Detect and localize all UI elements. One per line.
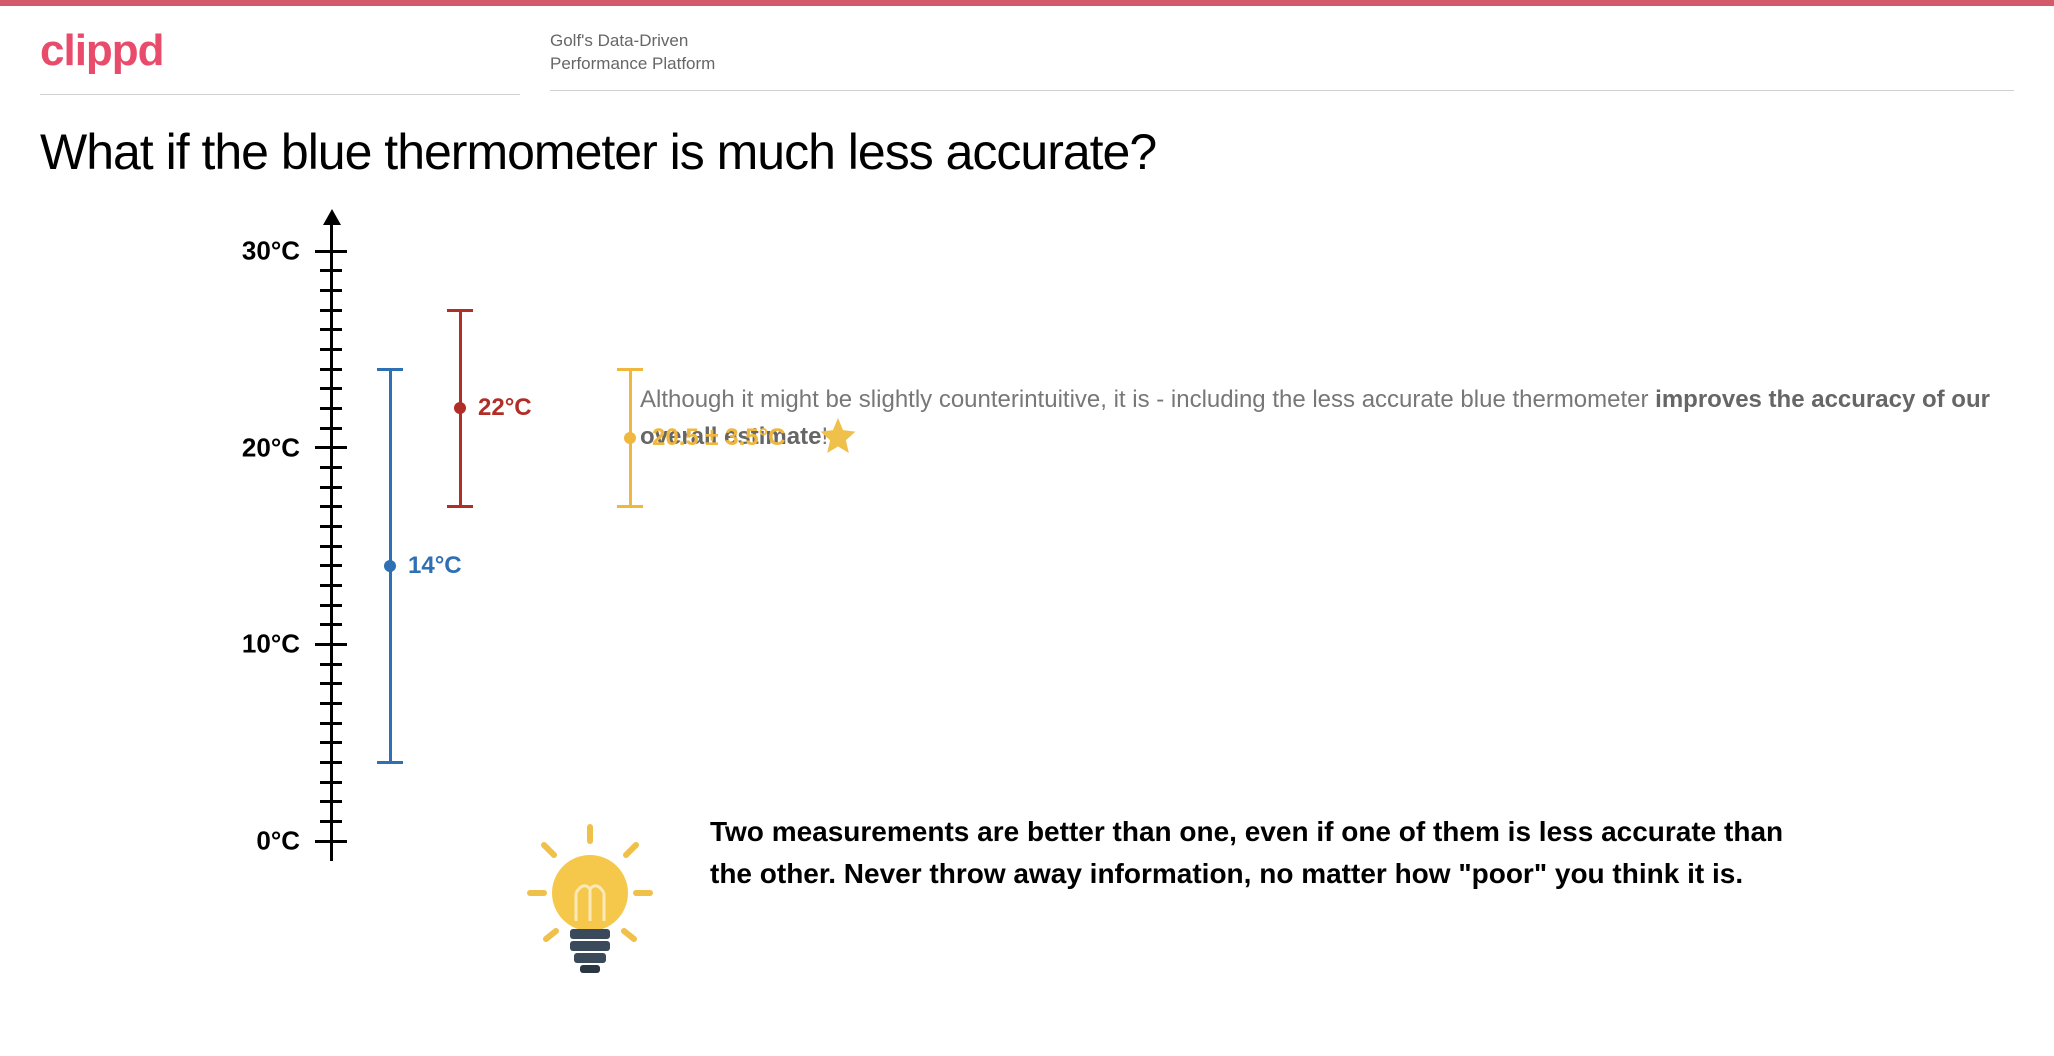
axis-tick-minor [320,486,342,489]
errorbar-mean-dot [384,560,396,572]
axis-tick-major [315,250,347,253]
axis-tick-minor [320,328,342,331]
y-axis-arrowhead-icon [323,209,341,225]
logo: clippd [40,26,520,76]
content-row: 0°C 10°C 20°C 30°C 14°C 22°C 20.5 ± 3.5°C Alth… [0,191,2054,871]
axis-tick-minor [320,505,342,508]
axis-tick-major [315,840,347,843]
logo-block: clippd [40,26,520,95]
errorbar-label-red: 22°C [478,394,532,422]
axis-tick-label: 30°C [242,236,300,267]
axis-tick-label: 10°C [242,629,300,660]
axis-tick-minor [320,800,342,803]
axis-tick-minor [320,781,342,784]
axis-tick-minor [320,761,342,764]
star-icon [817,414,859,461]
axis-tick-minor [320,702,342,705]
axis-tick-minor [320,269,342,272]
axis-tick-minor [320,525,342,528]
errorbar-mean-dot [624,432,636,444]
y-axis-line [330,221,333,861]
header: clippd Golf's Data-Driven Performance Pl… [0,6,2054,95]
axis-tick-minor [320,584,342,587]
axis-tick-minor [320,466,342,469]
page-title: What if the blue thermometer is much les… [0,95,2054,191]
thermometer-chart: 0°C10°C20°C30°C14°C22°C20.5 ± 3.5°C [40,211,600,871]
axis-tick-minor [320,604,342,607]
errorbar-cap [447,309,473,312]
axis-tick-minor [320,387,342,390]
errorbar-cap [617,505,643,508]
axis-tick-minor [320,289,342,292]
axis-tick-minor [320,663,342,666]
axis-tick-minor [320,348,342,351]
axis-tick-minor [320,564,342,567]
errorbar-cap [377,368,403,371]
axis-tick-minor [320,368,342,371]
axis-tick-minor [320,309,342,312]
errorbar-cap [447,505,473,508]
tagline: Golf's Data-Driven Performance Platform [550,30,2014,76]
errorbar-label-yellow: 20.5 ± 3.5°C [652,424,786,452]
errorbar-cap [617,368,643,371]
errorbar-cap [377,761,403,764]
axis-tick-minor [320,623,342,626]
errorbar-label-blue: 14°C [408,552,462,580]
axis-tick-minor [320,427,342,430]
axis-tick-minor [320,820,342,823]
axis-tick-major [315,446,347,449]
axis-tick-minor [320,545,342,548]
explain-pre: Although it might be slightly counterint… [640,386,1655,413]
axis-tick-minor [320,407,342,410]
axis-tick-minor [320,722,342,725]
tagline-block: Golf's Data-Driven Performance Platform [550,26,2014,91]
explanation-column: Although it might be slightly counterint… [640,211,2014,871]
axis-tick-minor [320,741,342,744]
axis-tick-minor [320,682,342,685]
errorbar-mean-dot [454,402,466,414]
takeaway-text: Two measurements are better than one, ev… [710,811,1810,895]
axis-tick-major [315,643,347,646]
axis-tick-label: 0°C [256,826,300,857]
axis-tick-label: 20°C [242,432,300,463]
